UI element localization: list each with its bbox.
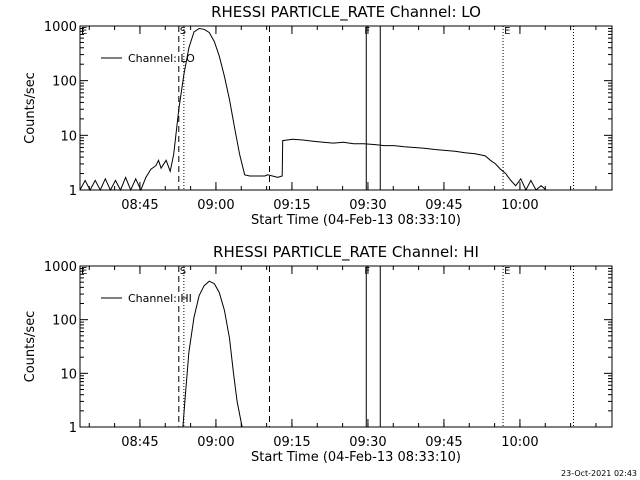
timestamp: 23-Oct-2021 02:43 [561, 469, 637, 478]
panel-lo: RHESSI PARTICLE_RATE Channel: LO 1 10 100 10… [23, 3, 613, 228]
event-marker-label: E [81, 266, 87, 277]
x-tick-label: 09:45 [425, 198, 462, 213]
event-marker-label: S [180, 26, 186, 37]
plot-frame [79, 265, 613, 428]
event-marker-label: E [504, 266, 510, 277]
x-tick-label: 10:00 [501, 198, 538, 213]
event-marker-label: F [364, 26, 370, 37]
legend-label: Channel: LO [128, 52, 195, 65]
y-tick-label: 10 [60, 129, 77, 144]
x-tick-label: 10:00 [501, 435, 538, 450]
x-tick-label: 09:30 [349, 198, 386, 213]
y-tick-label: 1 [69, 184, 77, 199]
x-tick-label: 08:45 [121, 435, 158, 450]
event-marker-label: F [364, 266, 370, 277]
series-line [182, 280, 243, 428]
x-tick-label: 09:00 [197, 198, 234, 213]
series-line [79, 27, 567, 192]
x-tick-label: 08:45 [121, 198, 158, 213]
y-tick-label: 1 [69, 421, 77, 436]
x-tick-label: 09:45 [425, 435, 462, 450]
x-tick-label: 09:15 [273, 435, 310, 450]
x-tick-label: 09:15 [273, 198, 310, 213]
x-axis-label: Start Time (04-Feb-13 08:33:10) [251, 213, 461, 228]
x-axis-label: Start Time (04-Feb-13 08:33:10) [251, 450, 461, 465]
y-tick-label: 10 [60, 367, 77, 382]
y-axis-label: Counts/sec [23, 311, 38, 383]
event-marker-label: E [81, 26, 87, 37]
event-marker-label: S [180, 266, 186, 277]
chart-title: RHESSI PARTICLE_RATE Channel: LO [211, 3, 481, 22]
x-tick-label: 09:00 [197, 435, 234, 450]
y-tick-label: 1000 [44, 20, 77, 35]
plot-frame [79, 25, 613, 191]
legend-label: Channel: HI [128, 292, 192, 305]
y-tick-label: 100 [52, 314, 77, 329]
y-tick-label: 1000 [44, 260, 77, 275]
y-axis-label: Counts/sec [23, 72, 38, 144]
y-tick-label: 100 [52, 75, 77, 90]
chart-title: RHESSI PARTICLE_RATE Channel: HI [213, 243, 479, 262]
x-tick-label: 09:30 [349, 435, 386, 450]
panel-hi: RHESSI PARTICLE_RATE Channel: HI 1 10 100 10… [23, 243, 613, 465]
event-marker-label: E [504, 26, 510, 37]
